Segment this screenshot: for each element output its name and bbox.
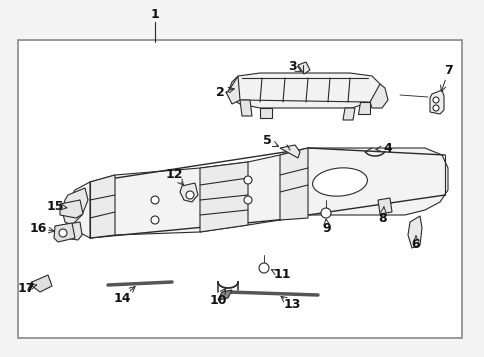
Polygon shape: [180, 183, 197, 202]
Polygon shape: [90, 175, 115, 238]
Polygon shape: [199, 162, 247, 232]
Text: 11: 11: [272, 268, 290, 282]
Text: 7: 7: [444, 64, 453, 76]
Text: 17: 17: [17, 282, 35, 295]
Polygon shape: [342, 108, 354, 120]
Text: 16: 16: [29, 221, 46, 235]
Polygon shape: [65, 148, 447, 238]
Polygon shape: [369, 84, 387, 108]
Text: 1: 1: [151, 9, 159, 21]
Circle shape: [243, 176, 252, 184]
Circle shape: [151, 196, 159, 204]
Circle shape: [320, 208, 330, 218]
Polygon shape: [54, 223, 75, 242]
Text: 5: 5: [262, 135, 271, 147]
Polygon shape: [226, 76, 240, 104]
Text: 10: 10: [209, 293, 227, 307]
Polygon shape: [429, 90, 443, 114]
Polygon shape: [357, 102, 369, 114]
Bar: [18, 40, 461, 338]
Polygon shape: [407, 216, 421, 248]
Text: 3: 3: [288, 60, 297, 74]
Text: 4: 4: [383, 141, 392, 155]
Polygon shape: [240, 100, 252, 116]
Text: 2: 2: [215, 85, 224, 99]
Polygon shape: [279, 148, 307, 220]
Polygon shape: [60, 200, 83, 218]
Text: 12: 12: [165, 167, 182, 181]
Text: 9: 9: [322, 221, 331, 235]
Text: 15: 15: [46, 200, 63, 212]
Text: 8: 8: [378, 211, 387, 225]
Polygon shape: [226, 73, 379, 108]
Polygon shape: [279, 145, 300, 158]
Polygon shape: [32, 275, 52, 292]
Circle shape: [258, 263, 269, 273]
Text: 6: 6: [411, 237, 420, 251]
Polygon shape: [62, 188, 88, 225]
Circle shape: [59, 229, 67, 237]
Circle shape: [432, 97, 438, 103]
Circle shape: [432, 105, 438, 111]
Text: 14: 14: [113, 292, 131, 305]
Polygon shape: [60, 222, 82, 240]
Circle shape: [243, 196, 252, 204]
Circle shape: [151, 216, 159, 224]
Polygon shape: [217, 290, 231, 300]
Polygon shape: [259, 108, 272, 118]
Polygon shape: [297, 62, 309, 74]
Polygon shape: [377, 198, 391, 214]
Text: 13: 13: [283, 298, 300, 312]
Ellipse shape: [312, 168, 367, 196]
Circle shape: [186, 191, 194, 199]
